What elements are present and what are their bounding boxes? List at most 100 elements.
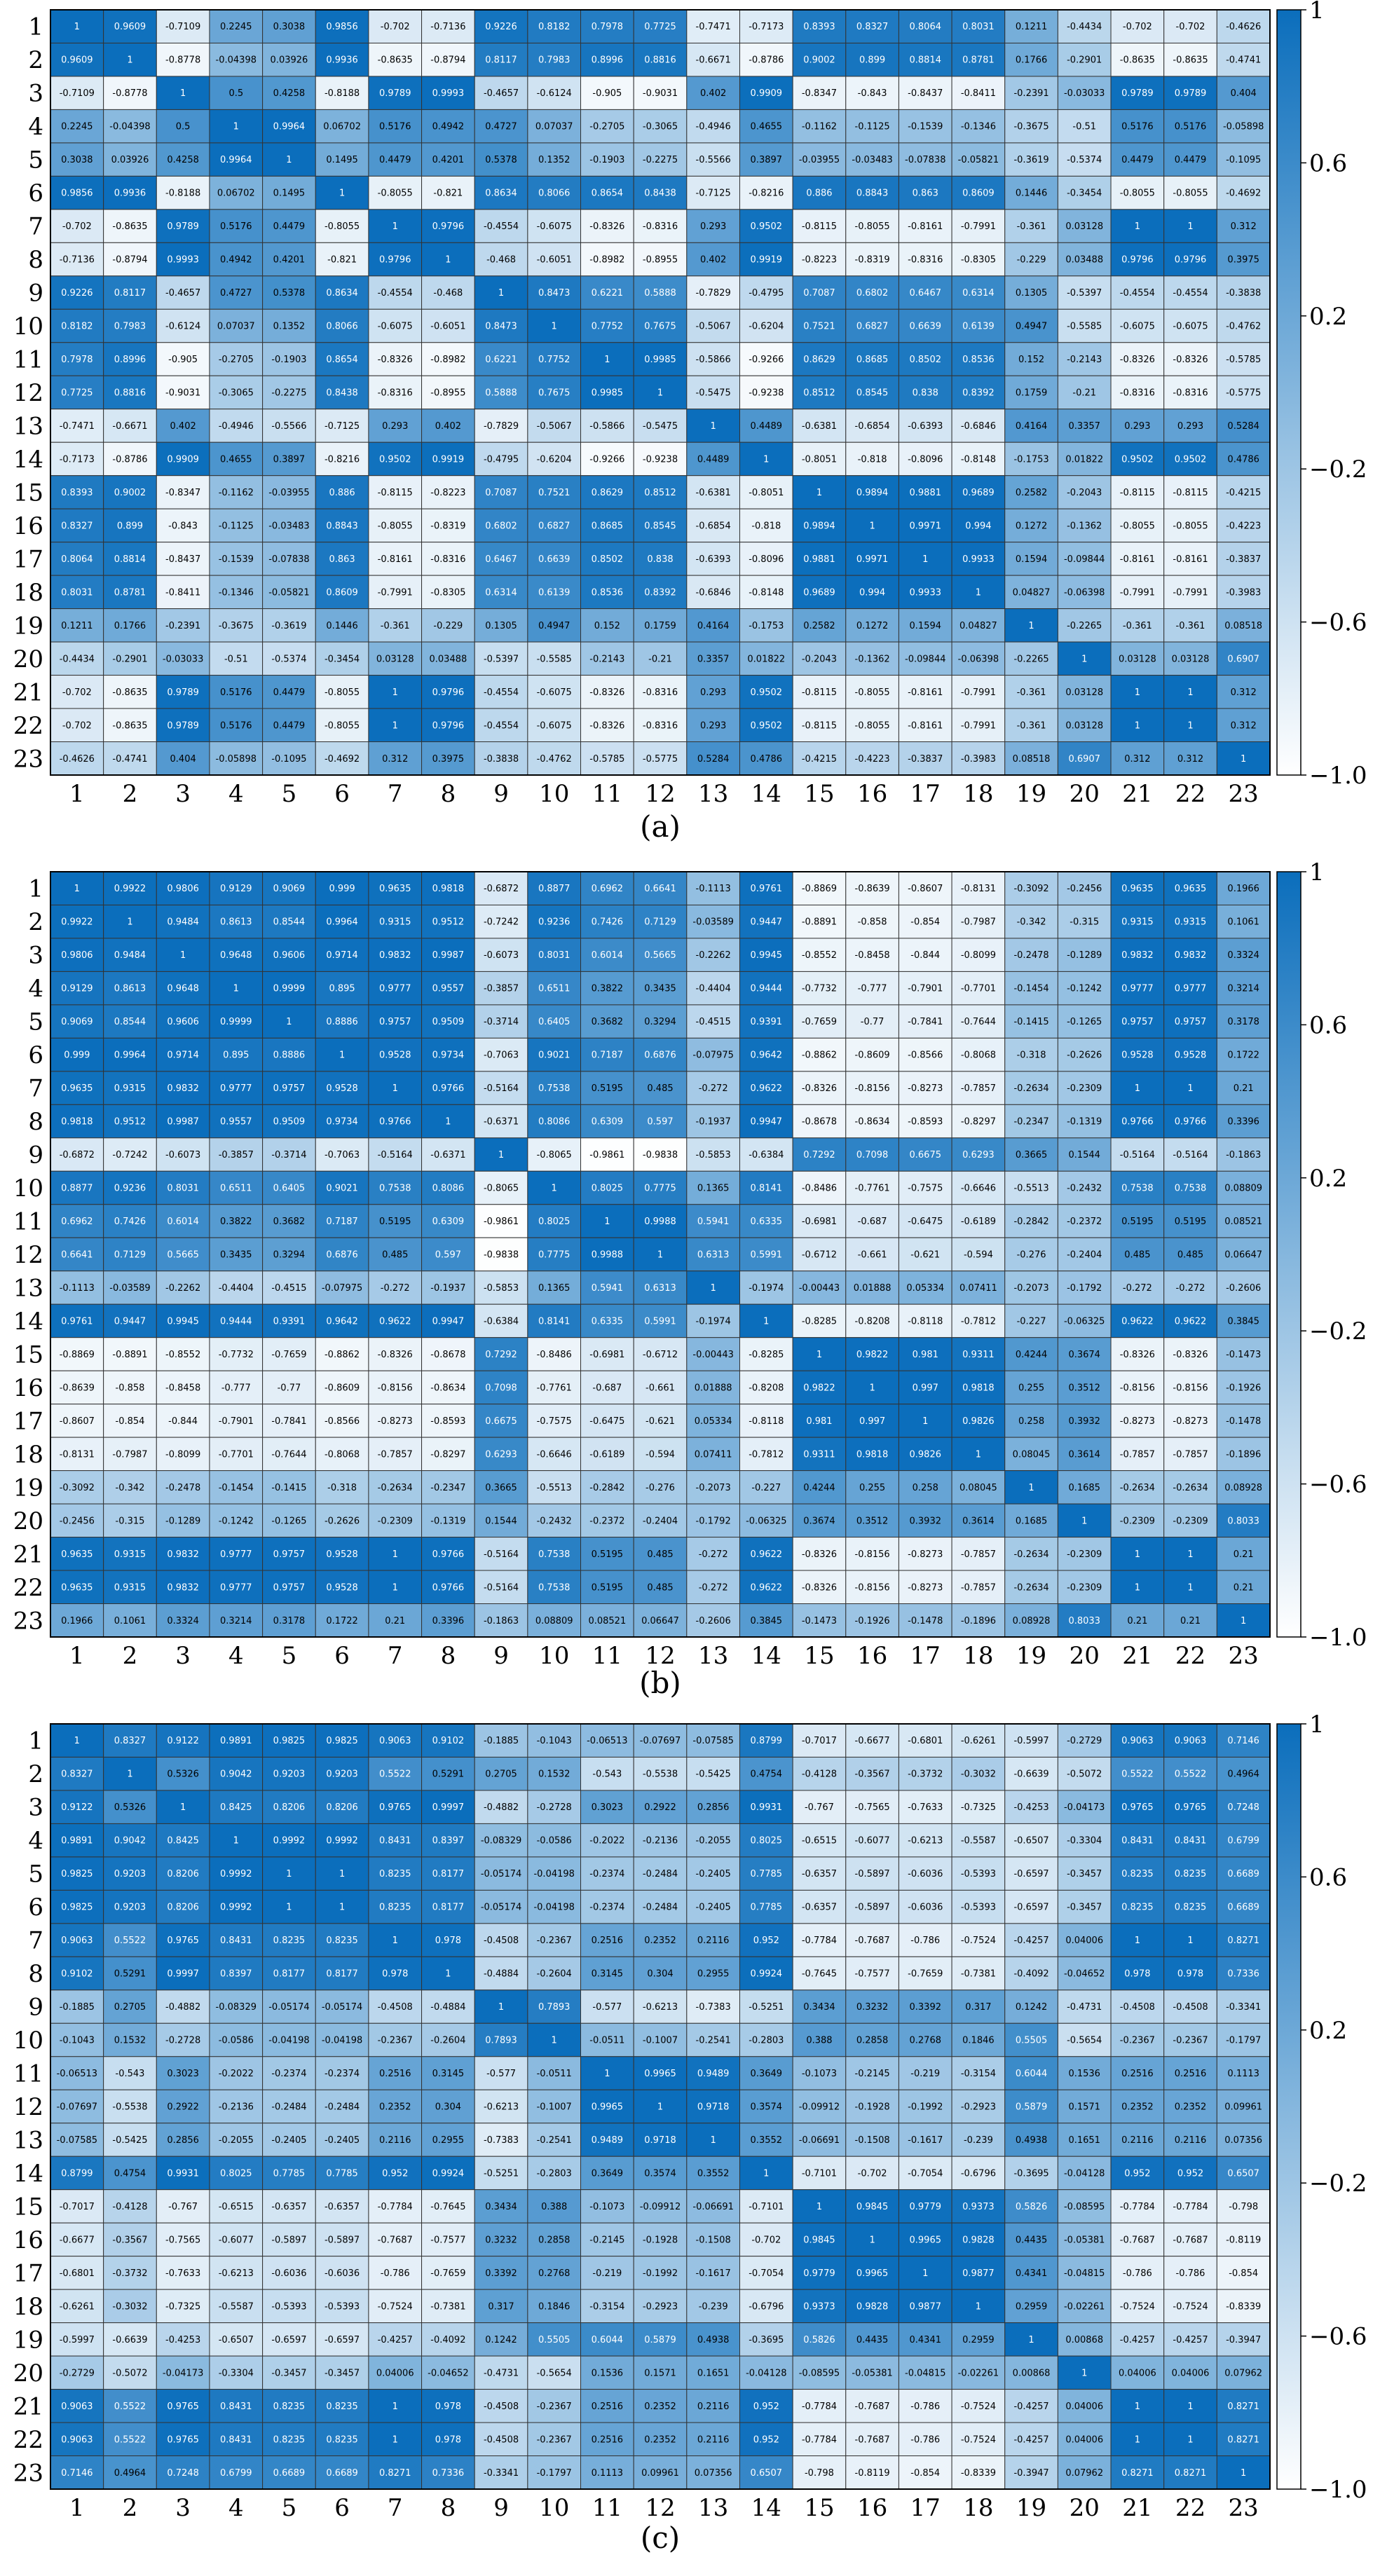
- cell-value: -0.3065: [643, 122, 678, 132]
- heatmap-cell: [1004, 1303, 1058, 1338]
- cell-value: 0.4947: [538, 621, 571, 631]
- cell-value: -0.05898: [216, 754, 257, 765]
- colorbar-tick-label: 0.6: [1309, 149, 1347, 177]
- cell-value: 0.3682: [592, 1017, 624, 1027]
- cell-value: -0.05174: [268, 2002, 309, 2013]
- cell-value: 0.2955: [697, 1969, 730, 1980]
- cell-value: -0.8316: [378, 388, 413, 399]
- cell-value: 0.9765: [167, 2402, 199, 2412]
- cell-value: 0.2705: [114, 2002, 146, 2013]
- cell-value: -0.6393: [908, 421, 943, 432]
- cell-value: -0.6597: [1013, 1903, 1048, 1913]
- cell-value: -0.6189: [589, 1449, 624, 1460]
- cell-value: 0.3396: [432, 1616, 465, 1626]
- cell-value: 1: [233, 984, 239, 994]
- cell-value: 0.08928: [1224, 1483, 1262, 1493]
- heatmap-cell: [527, 871, 582, 905]
- heatmap-cell: [103, 375, 157, 410]
- y-tick-label: 12: [13, 1241, 43, 1269]
- cell-value: -0.8593: [430, 1416, 465, 1427]
- cell-value: -0.6507: [219, 2335, 254, 2345]
- y-tick-label: 20: [13, 2359, 43, 2387]
- cell-value: -0.661: [858, 1250, 887, 1261]
- cell-value: -0.3857: [219, 1150, 254, 1160]
- cell-value: -0.1617: [908, 2135, 943, 2146]
- heatmap-cell: [421, 1237, 475, 1272]
- cell-value: -0.7659: [908, 1969, 943, 1980]
- cell-value: -0.8326: [589, 720, 624, 731]
- heatmap-cell: [686, 1237, 740, 1272]
- cell-value: 0.7098: [856, 1150, 889, 1160]
- heatmap-cell: [580, 741, 634, 776]
- heatmap-cell: [951, 242, 1006, 277]
- cell-value: 0.2116: [697, 2434, 730, 2445]
- cell-value: -0.9238: [643, 454, 678, 465]
- cell-value: -0.5853: [696, 1150, 731, 1160]
- cell-value: 0.7785: [326, 2168, 358, 2179]
- heatmap-cell: [474, 175, 528, 210]
- cell-value: -0.2374: [271, 2069, 306, 2079]
- heatmap-cell: [739, 1956, 793, 1991]
- heatmap-cell: [1057, 308, 1112, 343]
- cell-value: 0.4727: [220, 288, 252, 299]
- cell-value: -0.1473: [1226, 1350, 1261, 1360]
- cell-value: 0.9891: [61, 1836, 93, 1847]
- cell-value: 0.8397: [220, 1969, 252, 1980]
- cell-value: 0.4258: [167, 155, 199, 165]
- cell-value: 0.3674: [1068, 1350, 1100, 1360]
- heatmap-cell: [686, 175, 740, 210]
- heatmap-cell: [368, 1756, 423, 1791]
- heatmap-cell: [686, 904, 740, 939]
- heatmap-cell: [368, 1404, 423, 1438]
- cell-value: 0.9987: [432, 950, 465, 961]
- heatmap-cell: [1057, 608, 1112, 643]
- heatmap-cell: [580, 1537, 634, 1571]
- heatmap-cell: [633, 1204, 688, 1238]
- heatmap-cell: [474, 708, 528, 743]
- cell-value: -0.1073: [802, 2069, 837, 2079]
- cell-value: 0.9512: [432, 917, 465, 928]
- cell-value: -0.6384: [749, 1150, 784, 1160]
- cell-value: 0.8438: [326, 388, 358, 399]
- y-tick-label: 6: [28, 179, 43, 207]
- cell-value: 0.2858: [856, 2036, 889, 2046]
- cell-value: 0.9502: [751, 720, 783, 731]
- cell-value: -0.1792: [696, 1516, 731, 1526]
- cell-value: -0.2265: [1013, 654, 1048, 664]
- cell-value: 0.994: [965, 521, 991, 531]
- cell-value: -0.272: [1176, 1283, 1205, 1294]
- cell-value: 0.1536: [1068, 2069, 1100, 2079]
- heatmap-cell: [262, 409, 316, 443]
- cell-value: 0.2245: [220, 22, 252, 32]
- cell-value: 0.485: [382, 1250, 408, 1261]
- cell-value: -0.7761: [537, 1383, 572, 1393]
- cell-value: -0.5397: [1067, 288, 1102, 299]
- cell-value: 0.8886: [273, 1050, 306, 1061]
- x-tick-label: 9: [493, 2494, 509, 2522]
- heatmap-cell: [1057, 1570, 1112, 1605]
- heatmap-cell: [951, 1071, 1006, 1105]
- cell-value: -0.2404: [643, 1516, 678, 1526]
- cell-value: -0.2456: [60, 1516, 95, 1526]
- cell-value: -0.702: [62, 720, 92, 731]
- cell-value: 0.8502: [910, 355, 942, 365]
- x-tick-label: 10: [539, 1642, 569, 1670]
- heatmap-cell: [792, 575, 847, 610]
- heatmap-cell: [580, 1237, 634, 1272]
- heatmap-cell: [1110, 1437, 1165, 1472]
- cell-value: 0.9777: [220, 1549, 252, 1560]
- heatmap-cell: [580, 1104, 634, 1139]
- cell-value: -0.8339: [961, 2468, 996, 2479]
- heatmap-cell: [1216, 1104, 1271, 1139]
- cell-value: 0.7426: [592, 917, 624, 928]
- heatmap-cell: [103, 1303, 157, 1338]
- cell-value: 0.5176: [220, 687, 252, 698]
- heatmap-cell: [792, 971, 847, 1006]
- heatmap-cell: [527, 675, 582, 709]
- cell-value: -0.7784: [802, 2402, 837, 2412]
- cell-value: 0.9992: [220, 1869, 252, 1879]
- cell-value: 1: [392, 2402, 398, 2412]
- cell-value: 0.3932: [1068, 1416, 1100, 1427]
- cell-value: -0.8055: [855, 687, 890, 698]
